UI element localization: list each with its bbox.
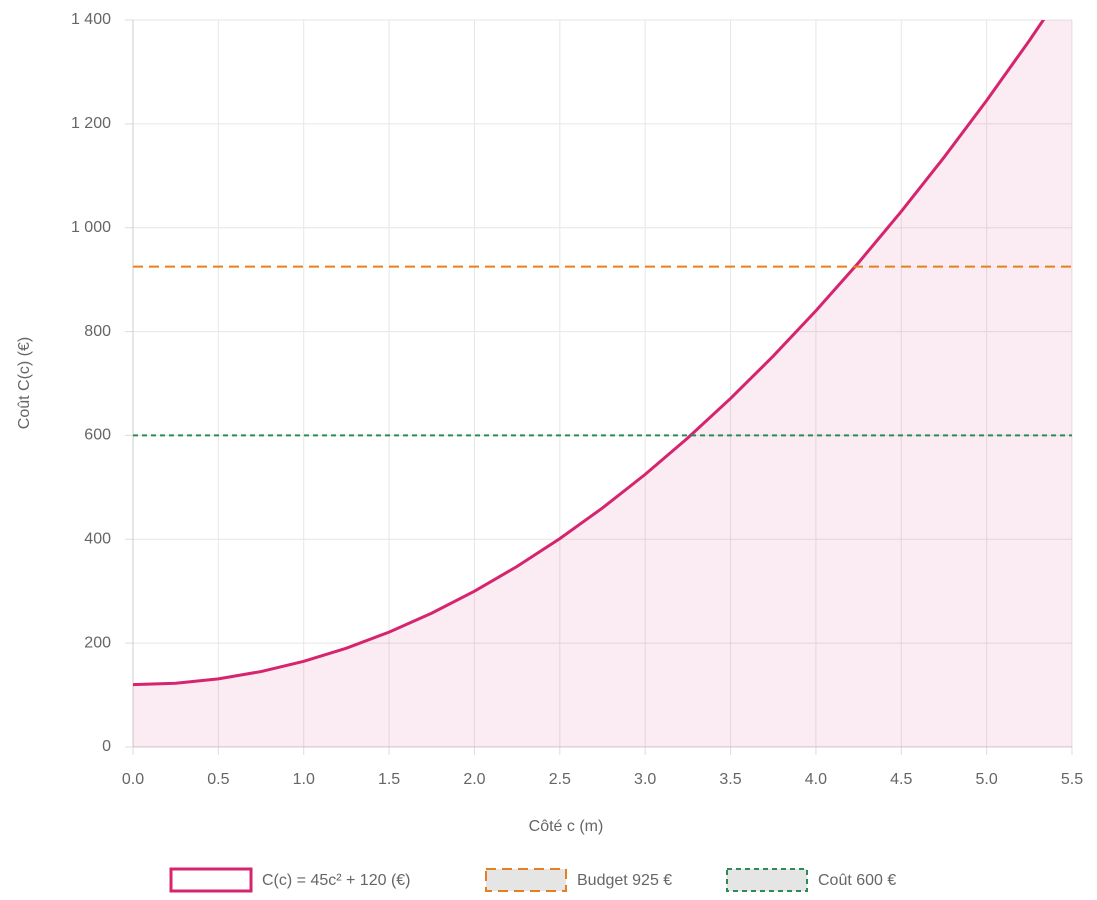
x-tick-label: 2.5	[549, 771, 571, 788]
x-tick-label: 0.0	[122, 771, 144, 788]
x-tick-label: 2.0	[463, 771, 485, 788]
x-tick-label: 3.0	[634, 771, 656, 788]
x-tick-label: 0.5	[207, 771, 229, 788]
x-tick-label: 1.0	[293, 771, 315, 788]
y-tick-label: 0	[102, 738, 111, 755]
legend-swatch	[485, 868, 567, 892]
legend-label: C(c) = 45c² + 120 (€)	[262, 872, 411, 889]
x-tick-label: 5.5	[1061, 771, 1083, 788]
plot-area	[133, 20, 1072, 747]
x-tick-label: 4.5	[890, 771, 912, 788]
legend-swatch	[726, 868, 808, 892]
y-tick-label: 600	[84, 427, 111, 444]
y-tick-label: 800	[84, 323, 111, 340]
y-tick-label: 1 000	[71, 219, 111, 236]
legend-swatch	[169, 867, 253, 893]
line	[133, 20, 1046, 687]
x-tick-label: 4.0	[805, 771, 827, 788]
y-tick-label: 200	[84, 634, 111, 651]
legend-label: Budget 925 €	[577, 872, 672, 889]
x-tick-label: 5.0	[976, 771, 998, 788]
x-tick-label: 3.5	[719, 771, 741, 788]
x-axis-label: Côté c (m)	[529, 818, 604, 835]
area	[133, 20, 1072, 747]
y-tick-label: 1 400	[71, 11, 111, 28]
legend-label: Coût 600 €	[818, 872, 896, 889]
y-tick-label: 400	[84, 531, 111, 548]
x-tick-label: 1.5	[378, 771, 400, 788]
y-tick-label: 1 200	[71, 115, 111, 132]
y-axis-label: Coût C(c) (€)	[16, 337, 33, 429]
